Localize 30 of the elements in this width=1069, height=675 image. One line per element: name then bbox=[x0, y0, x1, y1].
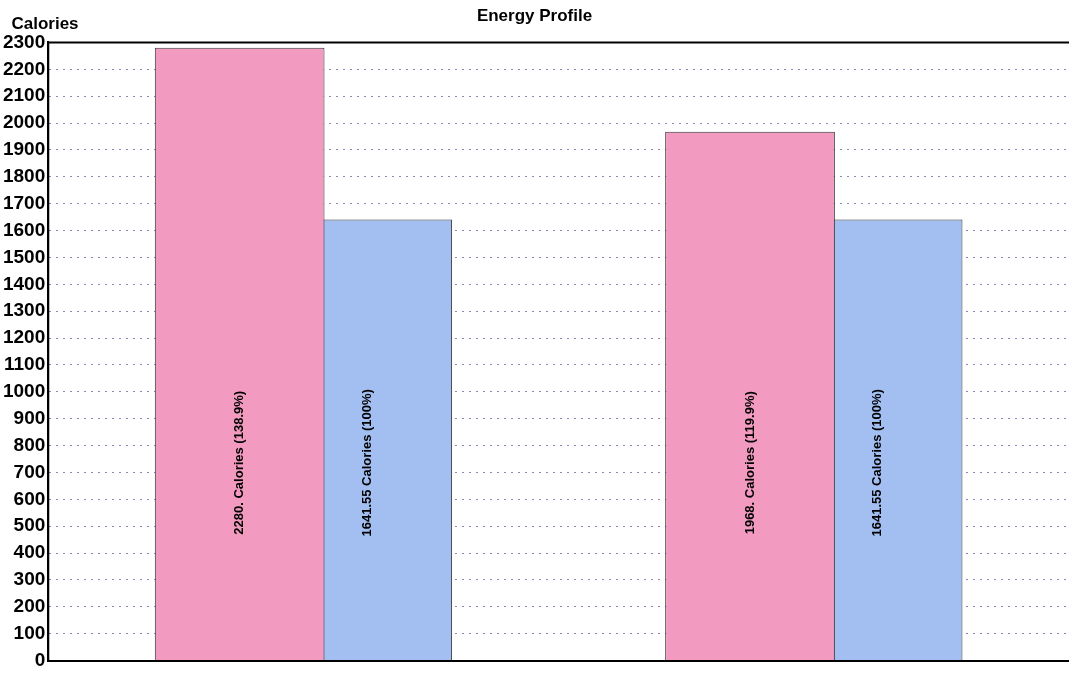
y-tick-label: 700 bbox=[13, 460, 46, 482]
y-tick-label: 1800 bbox=[2, 165, 46, 187]
y-tick-label: 1600 bbox=[2, 218, 46, 240]
y-tick-label: 1000 bbox=[2, 380, 46, 402]
y-tick-label: 2200 bbox=[2, 57, 46, 79]
y-tick-label: 2000 bbox=[2, 111, 46, 133]
chart-title: Energy Profile bbox=[476, 5, 593, 25]
y-tick-label: 200 bbox=[13, 595, 46, 617]
y-tick-label: 1500 bbox=[2, 245, 46, 267]
y-tick-label: 2300 bbox=[2, 30, 46, 52]
y-tick-label: 1300 bbox=[2, 299, 46, 321]
y-tick-label: 1900 bbox=[2, 138, 46, 160]
data-label: 1641.55 Calories (100%) bbox=[869, 389, 885, 537]
data-label: 1641.55 Calories (100%) bbox=[358, 389, 374, 537]
y-tick-label: 400 bbox=[13, 541, 46, 563]
data-label: 1968. Calories (119.9%) bbox=[741, 391, 757, 535]
y-tick-label: 1100 bbox=[4, 353, 46, 375]
y-tick-label: 800 bbox=[13, 433, 46, 455]
y-tick-label: 300 bbox=[13, 568, 46, 590]
y-tick-label: 1200 bbox=[2, 326, 46, 348]
y-tick-label: 1700 bbox=[2, 191, 46, 213]
y-tick-label: 100 bbox=[13, 621, 46, 643]
y-tick-label: 2100 bbox=[2, 84, 46, 106]
y-tick-label: 900 bbox=[13, 406, 46, 428]
data-label: 2280. Calories (138.9%) bbox=[231, 390, 247, 535]
y-tick-label: 0 bbox=[34, 648, 46, 670]
y-tick-label: 600 bbox=[13, 487, 46, 509]
y-axis-title: Calories bbox=[11, 13, 79, 33]
y-tick-label: 500 bbox=[13, 514, 46, 536]
y-tick-label: 1400 bbox=[2, 272, 46, 294]
